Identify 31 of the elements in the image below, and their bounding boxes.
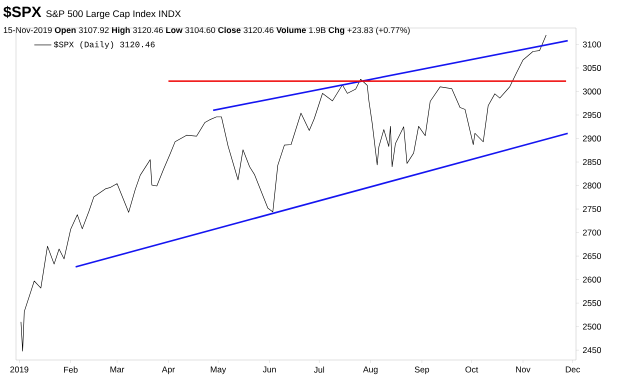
x-tick-label: Feb (64, 366, 78, 373)
y-tick-label: 2500 (582, 324, 602, 330)
x-tick-label: Nov (516, 366, 530, 372)
x-tick-label: Jun (262, 366, 276, 372)
legend-label: $SPX (Daily) 3120.46 (54, 41, 155, 50)
y-tick-label: 2950 (582, 112, 602, 118)
y-tick-label: 2700 (582, 230, 602, 236)
x-tick-label: Oct (465, 366, 478, 373)
line-series (20, 34, 546, 352)
x-tick-label: Apr (162, 366, 175, 374)
y-tick-label: 3050 (582, 64, 602, 71)
x-tick-label: Jul (314, 366, 324, 373)
y-tick-label: 2450 (582, 347, 602, 354)
x-tick-label: Sep (414, 366, 430, 374)
text: 15-Nov-2019 Open 3107.92 High 3120.46 Low 3104.60 Close 3120.46 Volume 1.9B Chg +23.83 (+0.77%) (4, 26, 410, 35)
y-tick-label: 3000 (582, 88, 602, 94)
chart-title: $SPX (3, 6, 42, 18)
y-tick-label: 2800 (582, 182, 602, 189)
x-tick-label: Dec (566, 366, 580, 372)
y-tick-label: 2850 (582, 159, 602, 166)
chart-subtitle: S&P 500 Large Cap Index INDX (46, 10, 181, 19)
y-tick-label: 3100 (582, 41, 602, 48)
y-tick-label: 2750 (582, 206, 602, 212)
x-tick-label: Aug (363, 366, 378, 374)
y-tick-label: 2550 (582, 300, 602, 306)
x-tick-label: May (210, 366, 226, 374)
y-tick-label: 2600 (582, 276, 602, 283)
y-tick-label: 2900 (582, 136, 602, 142)
x-tick-label: 2019 (10, 366, 28, 373)
x-tick-label: Mar (110, 366, 124, 372)
y-tick-label: 2650 (582, 253, 602, 260)
